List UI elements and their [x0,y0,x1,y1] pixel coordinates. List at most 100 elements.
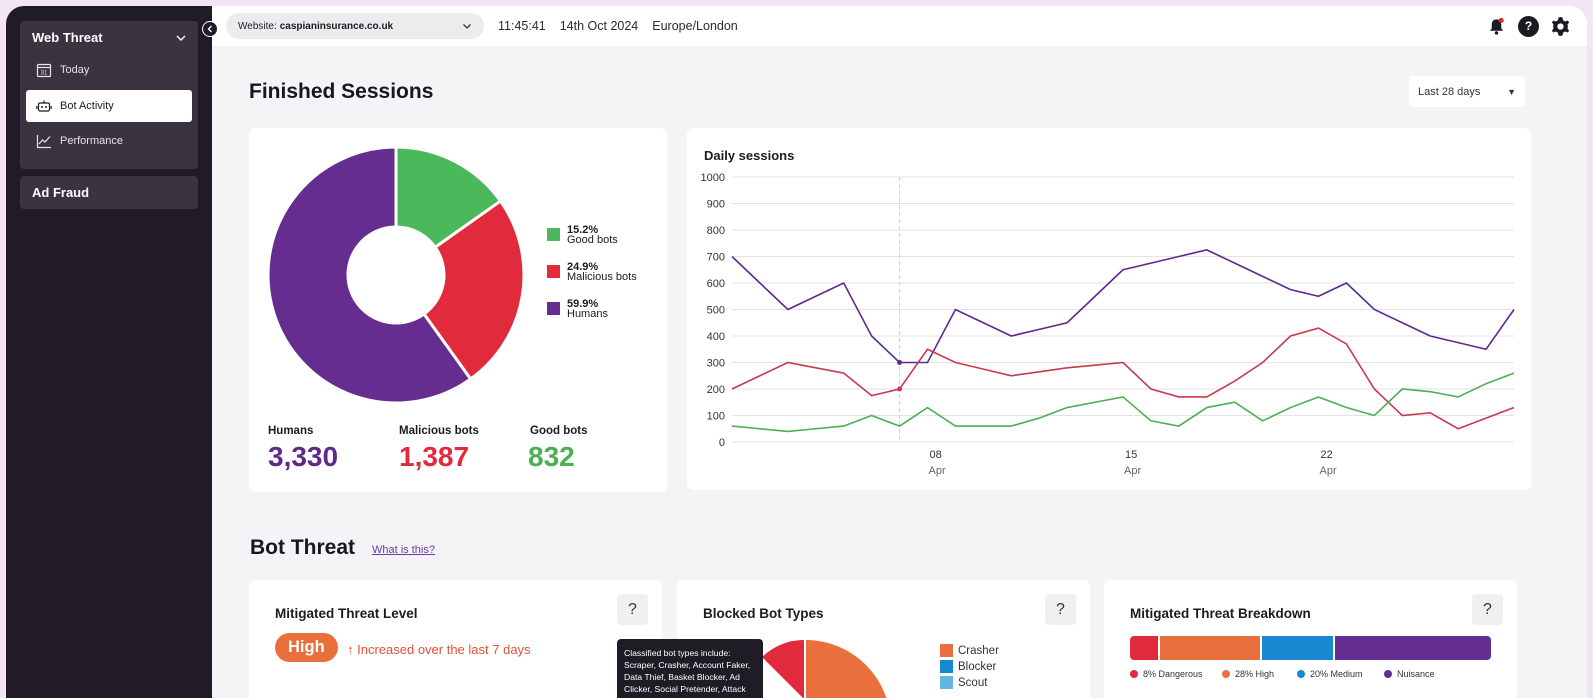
sidebar-collapse-button[interactable] [202,21,218,37]
line-chart-icon [36,135,51,149]
question-icon: ? [628,600,637,618]
hover-point [897,360,903,365]
donut-slice[interactable] [421,198,526,382]
page-title: Finished Sessions [249,80,434,103]
breakdown-segment[interactable] [1261,636,1333,660]
robot-icon [36,100,52,112]
stat-label-malicious-bots: Malicious bots [399,425,479,437]
bot-types-tooltip: Classified bot types include: Scraper, C… [617,639,763,698]
timezone: Europe/London [652,19,738,33]
bot-threat-title: Bot Threat [250,536,355,559]
sidebar-item-label: Performance [60,135,123,147]
caret-down-icon: ▼ [1507,86,1516,97]
mitigated-threat-help-button[interactable]: ? [617,594,648,625]
chevron-left-icon [207,25,212,33]
legend-nuisance: Nuisance [1384,669,1435,679]
bell-icon [1489,17,1504,35]
question-icon: ? [1524,19,1533,33]
threat-level-badge: High [275,633,338,662]
x-tick-month: Apr [929,465,946,477]
daily-sessions-card: Daily sessions 0 100 200 300 400 500 600 700 800… [687,128,1531,490]
legend-swatch [940,644,953,657]
donut-slice[interactable] [394,145,503,250]
notifications-button[interactable] [1486,16,1507,37]
help-button[interactable]: ? [1518,15,1539,37]
mitigated-threat-breakdown-card: Mitigated Threat Breakdown ? 8% Dangerou… [1104,580,1517,698]
legend-swatch [940,660,953,673]
nav-group-label: Ad Fraud [32,184,90,200]
y-tick-label: 0 [719,437,725,449]
stat-value-good-bots: 832 [528,441,575,472]
question-icon: ? [1056,600,1065,618]
main-content: Finished Sessions Last 28 days ▼ 15.2% Go… [212,46,1587,698]
settings-button[interactable] [1550,16,1571,37]
legend-dot [1130,670,1138,678]
legend-scout: Scout [940,676,987,689]
breakdown-segment[interactable] [1160,636,1260,660]
chevron-down-icon [176,35,186,41]
sidebar-item-today[interactable]: 31 Today [26,54,192,86]
blocked-bot-types-help-button[interactable]: ? [1045,594,1076,625]
legend-label: Nuisance [1397,669,1435,679]
series-line[interactable] [731,249,1515,364]
y-tick-label: 100 [707,411,725,423]
breakdown-help-button[interactable]: ? [1472,594,1503,625]
donut-slice[interactable] [266,145,473,405]
legend-crasher: Crasher [940,644,999,657]
sessions-donut-card: 15.2% Good bots 24.9% Malicious bots 59.9%… [249,128,667,492]
hover-point [897,386,903,392]
stat-value-malicious-bots: 1,387 [399,441,470,472]
legend-dot [1222,670,1230,678]
sidebar-item-bot-activity[interactable]: Bot Activity [26,89,192,122]
legend-swatch [940,676,953,689]
legend-pct: 24.9% [567,261,599,273]
website-select[interactable]: Website: caspianinsurance.co.uk [226,13,484,39]
legend-high: 28% High [1222,669,1274,679]
legend-swatch [547,228,560,241]
legend-label: Blocker [958,660,997,673]
mitigated-threat-level-title: Mitigated Threat Level [275,606,418,621]
website-value: caspianinsurance.co.uk [279,20,394,32]
calendar-icon: 31 [36,63,52,78]
question-icon: ? [1483,600,1492,618]
legend-label: 8% Dangerous [1143,669,1203,679]
x-tick-day: 22 [1321,449,1333,461]
series-line[interactable] [731,372,1515,433]
svg-text:31: 31 [41,71,48,77]
breakdown-segment[interactable] [1130,636,1159,660]
legend-swatch [547,265,560,278]
date-range-select[interactable]: Last 28 days ▼ [1409,76,1525,107]
y-tick-label: 200 [707,384,725,396]
sidebar: Web Threat 31 Today Bot Activity Perform… [6,6,212,698]
legend-label: 28% High [1235,669,1275,679]
legend-pct: 15.2% [567,224,599,236]
nav-group-label: Web Threat [32,30,103,45]
nav-group-ad-fraud[interactable]: Ad Fraud [20,175,198,209]
series-line[interactable] [731,327,1515,430]
breakdown-segment[interactable] [1334,636,1491,660]
clock-time: 11:45:41 [498,19,546,33]
legend-label: Malicious bots [567,271,637,283]
legend-good-bots: 15.2% Good bots [547,224,618,246]
y-tick-label: 300 [707,358,725,370]
legend-label: Scout [958,676,988,689]
sidebar-item-performance[interactable]: Performance [26,125,192,157]
y-tick-label: 700 [707,252,725,264]
legend-medium: 20% Medium [1297,669,1363,679]
x-tick-month: Apr [1320,465,1337,477]
legend-pct: 59.9% [567,298,599,310]
what-is-this-link[interactable]: What is this? [372,544,435,556]
stat-value-humans: 3,330 [268,441,339,472]
threat-trend-text: ↑ Increased over the last 7 days [347,642,531,657]
chevron-down-icon [463,24,471,29]
legend-swatch [547,302,560,315]
website-prefix: Website: [238,20,277,32]
pie-slice-dangerous [762,640,805,698]
x-tick-month: Apr [1124,465,1141,477]
legend-dot [1297,670,1305,678]
y-tick-label: 900 [707,199,725,211]
nav-group-web-threat-header[interactable]: Web Threat [20,21,198,54]
blocked-bot-types-pie [762,640,887,698]
date-range-value: Last 28 days [1418,85,1481,98]
y-tick-label: 600 [707,278,725,290]
